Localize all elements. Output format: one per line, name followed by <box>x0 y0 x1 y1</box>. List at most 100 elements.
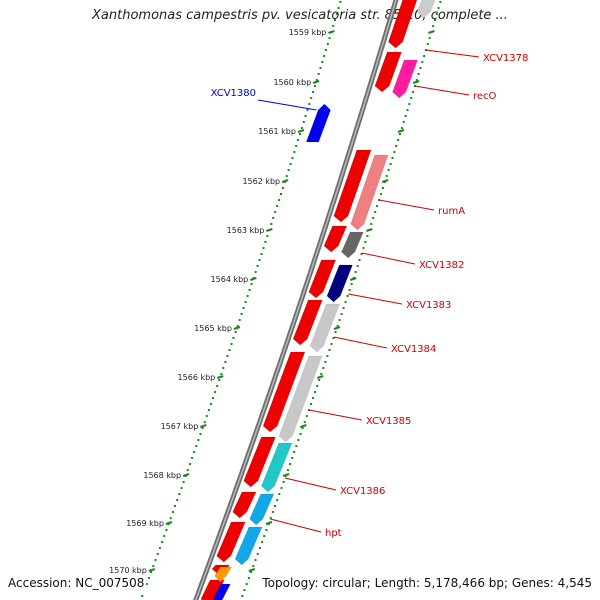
inner-tick <box>299 424 307 428</box>
outer-tick-dot <box>226 355 229 357</box>
inner-tick-dot <box>391 157 394 159</box>
outer-tick-dot <box>276 205 279 207</box>
inner-tick-dot <box>380 193 382 195</box>
inner-tick-dot <box>348 289 351 291</box>
inner-tick <box>316 375 324 379</box>
inner-tick-dot <box>276 499 279 501</box>
outer-tick-dot <box>222 367 225 369</box>
gene-label[interactable]: XCV1384 <box>391 344 436 355</box>
outer-tick-dot <box>302 121 305 123</box>
gene-arrow[interactable] <box>261 442 293 493</box>
kbp-label: 1566 kbp <box>178 373 216 382</box>
gene-arrow[interactable] <box>249 493 275 526</box>
outer-tick-dot <box>176 499 179 501</box>
gene-arrow[interactable] <box>309 303 340 353</box>
gene-arrow[interactable] <box>213 583 231 600</box>
outer-tick-dot <box>337 7 340 9</box>
forward-gene-arrow[interactable] <box>305 103 331 143</box>
gene-arrow[interactable] <box>392 59 418 99</box>
gene-arrow[interactable] <box>278 355 323 443</box>
inner-tick-dot <box>415 79 418 81</box>
kbp-label: 1562 kbp <box>242 177 280 186</box>
outer-tick-dot <box>205 415 208 417</box>
outer-tick-dot <box>332 25 335 27</box>
inner-tick-dot <box>385 175 388 177</box>
cds-arrow[interactable] <box>232 491 257 519</box>
outer-tick-dot <box>197 439 200 441</box>
outer-tick-dot <box>300 127 303 129</box>
outer-tick-dot <box>169 517 172 519</box>
cds-arrow[interactable] <box>388 0 418 49</box>
gene-label[interactable]: XCV1385 <box>366 416 411 427</box>
gene-label[interactable]: XCV1378 <box>483 53 528 64</box>
sequence-backbone <box>193 0 399 600</box>
outer-tick-dot <box>193 451 196 453</box>
gene-arrow[interactable] <box>416 0 437 19</box>
inner-tick-dot <box>305 415 308 417</box>
inner-tick-dot <box>354 271 357 273</box>
genome-summary-text: Topology: circular; Length: 5,178,466 bp… <box>260 575 594 591</box>
cds-arrow[interactable] <box>374 51 402 93</box>
inner-tick-dot <box>271 511 274 513</box>
gene-arrow[interactable] <box>234 526 263 566</box>
outer-tick-dot <box>218 379 221 381</box>
gene-arrow[interactable] <box>350 154 389 231</box>
cds-arrow[interactable] <box>333 149 372 223</box>
inner-tick-dot <box>334 331 337 333</box>
outer-tick-dot <box>163 535 166 537</box>
cds-arrow[interactable] <box>292 299 323 346</box>
outer-tick-dot <box>186 469 189 471</box>
inner-tick-dot <box>265 529 268 531</box>
gene-label[interactable]: recO <box>473 91 497 102</box>
kbp-label: 1570 kbp <box>109 566 147 575</box>
inner-tick-dot <box>404 115 407 117</box>
kbp-label: 1564 kbp <box>211 275 249 284</box>
gene-arrow[interactable] <box>214 566 233 583</box>
outer-tick-dot <box>220 373 223 375</box>
outer-tick-dot <box>238 319 241 321</box>
gene-label[interactable]: hpt <box>325 528 342 539</box>
inner-tick-dot <box>423 55 426 57</box>
outer-tick-dot <box>180 487 183 489</box>
cds-arrow[interactable] <box>262 351 306 433</box>
inner-tick-dot <box>366 235 369 237</box>
gene-label[interactable]: XCV1382 <box>419 260 464 271</box>
gene-arrow[interactable] <box>326 264 353 303</box>
outer-tick-dot <box>171 511 174 513</box>
outer-tick-dot <box>270 223 273 225</box>
outer-tick-dot <box>234 331 237 333</box>
gene-label[interactable]: XCV1386 <box>340 486 385 497</box>
gene-label[interactable]: XCV1383 <box>406 300 451 311</box>
gene-arrow[interactable] <box>341 231 364 259</box>
kbp-label: 1563 kbp <box>227 226 265 235</box>
inner-tick-dot <box>428 37 431 39</box>
kbp-tick <box>281 179 289 183</box>
accession-text: Accession: NC_007508 <box>6 575 147 591</box>
outer-tick-dot <box>339 1 342 3</box>
inner-tick <box>282 473 290 477</box>
cds-arrow[interactable] <box>323 225 348 253</box>
inner-tick-dot <box>269 517 272 519</box>
inner-tick <box>265 521 273 525</box>
inner-tick-dot <box>342 307 345 309</box>
gene-label[interactable]: XCV1380 <box>211 88 256 99</box>
inner-tick <box>381 179 389 183</box>
outer-tick-dot <box>299 133 301 135</box>
outer-tick-dot <box>310 97 313 99</box>
inner-tick-dot <box>274 505 276 507</box>
cds-arrow[interactable] <box>243 436 276 488</box>
outer-tick-dot <box>150 571 153 573</box>
gene-label[interactable]: rumA <box>438 206 465 217</box>
inner-tick-dot <box>303 421 306 423</box>
cds-feature-track <box>200 0 418 600</box>
kbp-label: 1565 kbp <box>194 324 232 333</box>
inner-tick-dot <box>299 433 302 435</box>
cds-arrow[interactable] <box>308 259 337 299</box>
inner-tick-dot <box>280 487 283 489</box>
kbp-tick <box>312 80 320 84</box>
outer-tick-dot <box>244 301 247 303</box>
inner-tick-ring <box>241 1 442 597</box>
cds-arrow[interactable] <box>216 521 246 563</box>
outer-tick-dot <box>182 481 185 483</box>
